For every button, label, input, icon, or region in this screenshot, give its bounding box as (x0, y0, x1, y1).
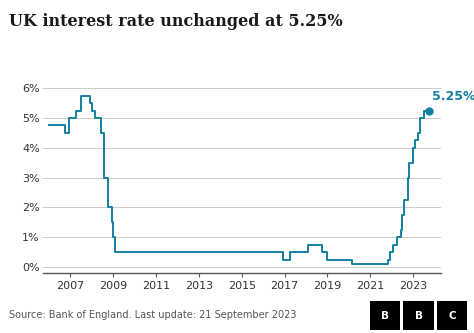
FancyBboxPatch shape (370, 301, 400, 330)
Text: B: B (415, 310, 422, 321)
FancyBboxPatch shape (403, 301, 434, 330)
Text: C: C (448, 310, 456, 321)
Text: 5.25%: 5.25% (432, 90, 474, 103)
Text: B: B (381, 310, 389, 321)
Text: Source: Bank of England. Last update: 21 September 2023: Source: Bank of England. Last update: 21… (9, 310, 297, 320)
FancyBboxPatch shape (437, 301, 467, 330)
Text: UK interest rate unchanged at 5.25%: UK interest rate unchanged at 5.25% (9, 13, 343, 30)
